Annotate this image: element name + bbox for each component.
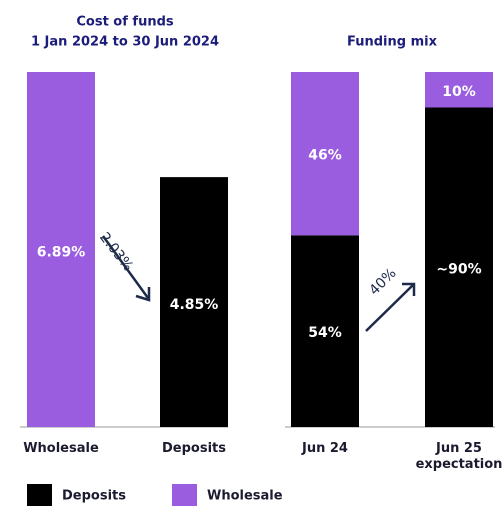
x-tick-label: Wholesale	[23, 441, 99, 456]
legend-swatch	[172, 484, 197, 506]
arrow	[101, 235, 151, 302]
value-label: ~90%	[436, 261, 481, 277]
legend-label: Deposits	[62, 489, 126, 504]
x-tick-label: Jun 24	[302, 441, 348, 456]
value-label: 6.89%	[37, 245, 86, 261]
bar-segment	[425, 72, 493, 108]
chart-title: Funding mix	[347, 35, 438, 50]
annotation: 40%	[366, 265, 399, 298]
legend-label: Wholesale	[207, 489, 283, 504]
bar	[27, 72, 95, 427]
bar-segment	[291, 72, 359, 236]
x-tick-label: Deposits	[162, 441, 226, 456]
chart-subtitle: 1 Jan 2024 to 30 Jun 2024	[31, 35, 219, 50]
chart-title: Cost of funds	[76, 15, 174, 30]
bar-segment	[425, 107, 493, 427]
value-label: 10%	[442, 84, 476, 100]
bar	[160, 177, 228, 427]
arrow	[365, 282, 416, 332]
value-label: 4.85%	[170, 297, 219, 313]
value-label: 46%	[308, 148, 342, 164]
bar-segment	[291, 235, 359, 427]
annotation: 2.03%	[96, 230, 136, 275]
x-tick-label: Jun 25 expectation	[415, 441, 503, 472]
legend-swatch	[27, 484, 52, 506]
value-label: 54%	[308, 325, 342, 341]
